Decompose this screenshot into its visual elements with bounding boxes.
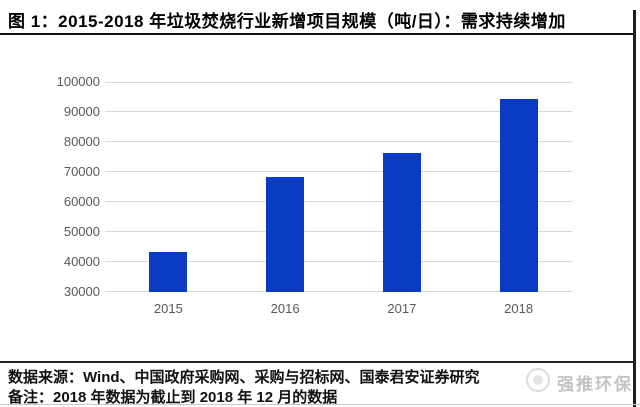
title-divider <box>0 33 636 35</box>
page-bottom-edge-line <box>0 404 640 405</box>
gridline <box>105 261 572 262</box>
y-tick-label: 100000 <box>56 74 100 89</box>
y-tick-label: 40000 <box>63 254 100 269</box>
y-axis: 30000 40000 50000 60000 70000 80000 90000 10000… <box>36 74 100 299</box>
y-tick-label: 90000 <box>63 104 100 119</box>
gridline <box>105 201 572 202</box>
bar-2018 <box>499 99 538 292</box>
gridline <box>105 111 572 112</box>
footer-divider <box>0 361 636 363</box>
y-tick-label: 80000 <box>63 134 100 149</box>
gridline <box>105 171 572 172</box>
remark-note: 备注：2018 年数据为截止到 2018 年 12 月的数据 <box>8 389 338 406</box>
y-tick-label: 70000 <box>63 164 100 179</box>
bar-2016 <box>266 177 305 292</box>
x-axis: 2015 2016 2017 2018 <box>105 301 572 319</box>
plot-area <box>105 82 572 292</box>
x-tick-label: 2015 <box>153 301 183 316</box>
x-tick-label: 2017 <box>387 301 417 316</box>
figure-title: 图 1：2015-2018 年垃圾焚烧行业新增项目规模（吨/日）：需求持续增加 <box>8 12 566 31</box>
gridline <box>105 82 572 83</box>
watermark-logo-icon <box>526 368 550 392</box>
y-tick-label: 60000 <box>63 194 100 209</box>
watermark: 强推环保 <box>524 366 636 396</box>
bar-2015 <box>149 251 188 292</box>
source-note: 数据来源：Wind、中国政府采购网、采购与招标网、国泰君安证券研究 <box>8 369 480 386</box>
gridline <box>105 231 572 232</box>
bar-2017 <box>382 153 421 292</box>
gridline <box>105 141 572 142</box>
y-tick-label: 50000 <box>63 224 100 239</box>
gridline <box>105 291 572 292</box>
y-tick-label: 30000 <box>63 284 100 299</box>
page-right-edge-line <box>633 10 636 407</box>
x-tick-label: 2016 <box>270 301 300 316</box>
watermark-text: 强推环保 <box>557 375 633 394</box>
x-tick-label: 2018 <box>504 301 534 316</box>
